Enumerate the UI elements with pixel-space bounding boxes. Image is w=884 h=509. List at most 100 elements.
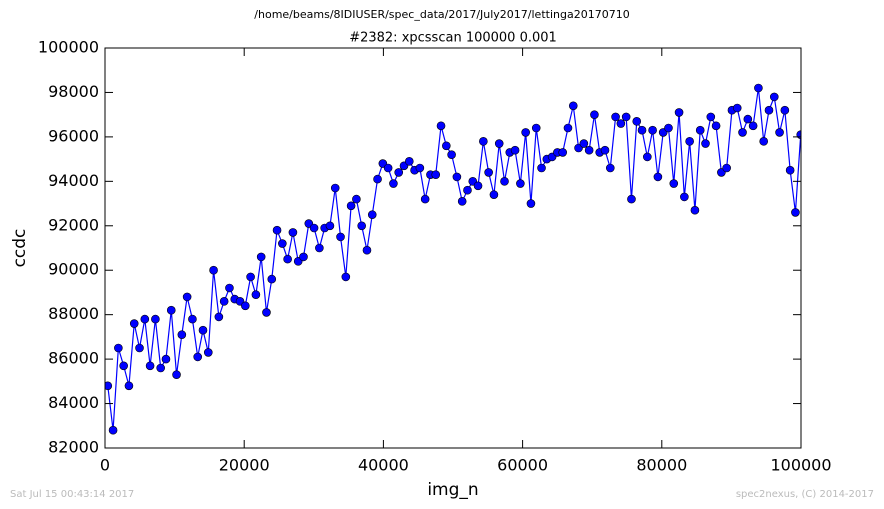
data-point — [526, 199, 536, 208]
data-point — [140, 314, 150, 324]
data-point — [685, 137, 694, 146]
data-point — [436, 121, 446, 131]
data-point — [648, 125, 657, 135]
data-point — [743, 114, 753, 124]
data-point — [241, 301, 250, 311]
y-tick-label: 84000 — [48, 393, 99, 412]
data-point — [616, 119, 626, 128]
data-point — [315, 243, 324, 253]
data-point — [124, 381, 134, 391]
data-point — [690, 205, 700, 215]
data-point — [156, 363, 165, 373]
data-point — [732, 103, 742, 113]
data-point — [383, 163, 393, 173]
data-point — [738, 128, 747, 137]
data-point — [637, 125, 647, 135]
data-point — [484, 168, 493, 177]
data-point — [341, 272, 351, 282]
data-point — [108, 425, 118, 435]
x-axis-label: img_n — [427, 480, 478, 500]
data-point — [415, 163, 425, 173]
data-point — [172, 370, 181, 379]
data-point — [632, 117, 642, 126]
data-point — [568, 101, 578, 111]
data-point — [151, 314, 160, 324]
data-point — [775, 128, 784, 137]
data-point — [457, 197, 467, 206]
data-point — [309, 223, 319, 233]
data-point — [452, 172, 462, 182]
data-point — [362, 245, 372, 255]
y-tick-label: 100000 — [38, 38, 99, 57]
data-point — [219, 297, 229, 306]
x-tick-label: 60000 — [497, 456, 548, 475]
data-point — [722, 163, 731, 173]
data-point — [114, 343, 123, 353]
data-point — [627, 194, 636, 204]
data-point — [521, 128, 530, 137]
data-point — [288, 228, 298, 237]
data-point — [420, 194, 430, 204]
data-point — [531, 123, 541, 133]
data-point — [225, 283, 234, 293]
data-point — [404, 157, 414, 166]
data-point — [748, 121, 758, 131]
data-point — [256, 252, 266, 262]
data-point — [394, 168, 404, 177]
data-point — [537, 163, 546, 173]
data-point — [325, 221, 335, 231]
data-point — [442, 141, 451, 151]
data-point — [145, 361, 155, 371]
footer-right: spec2nexus, (C) 2014-2017 — [736, 489, 874, 500]
data-point — [267, 274, 277, 284]
data-point — [135, 343, 144, 353]
data-point — [188, 314, 197, 324]
data-point — [494, 139, 504, 148]
suptitle: /home/beams/8IDIUSER/spec_data/2017/July… — [254, 8, 629, 21]
data-point — [336, 232, 345, 242]
data-point — [447, 150, 456, 159]
data-point — [621, 112, 631, 122]
data-point — [563, 123, 573, 133]
data-point — [510, 145, 520, 155]
x-tick-label: 0 — [100, 456, 110, 475]
y-tick-label: 88000 — [48, 304, 99, 323]
series — [105, 83, 801, 435]
y-axis-label: ccdc — [10, 229, 30, 268]
x-tick-label: 100000 — [770, 456, 831, 475]
data-point — [500, 177, 509, 186]
plot-frame — [104, 47, 802, 449]
data-point — [278, 239, 287, 248]
data-point — [706, 112, 716, 122]
data-point — [203, 348, 213, 357]
data-point — [299, 252, 308, 262]
y-tick-label: 96000 — [48, 126, 99, 145]
data-point — [680, 192, 689, 202]
data-point — [579, 139, 589, 148]
data-point — [352, 194, 361, 204]
data-point — [584, 145, 594, 155]
data-point — [759, 137, 768, 146]
data-point — [214, 312, 224, 322]
data-point — [754, 83, 763, 93]
y-tick-label: 92000 — [48, 215, 99, 234]
data-point — [330, 183, 340, 193]
data-point — [489, 190, 499, 199]
y-tick-label: 90000 — [48, 260, 99, 279]
data-point — [389, 179, 398, 188]
x-tick-label: 80000 — [636, 456, 687, 475]
data-point — [711, 121, 721, 131]
plot-area — [105, 83, 801, 435]
data-point — [605, 163, 615, 173]
data-line — [107, 87, 801, 431]
data-point — [129, 319, 139, 328]
data-point — [674, 108, 684, 117]
data-point — [119, 361, 128, 371]
data-point — [431, 170, 441, 179]
y-tick-label: 82000 — [48, 438, 99, 457]
data-point — [357, 221, 366, 231]
data-point — [785, 165, 795, 175]
data-point — [246, 272, 255, 282]
data-point — [791, 208, 800, 217]
